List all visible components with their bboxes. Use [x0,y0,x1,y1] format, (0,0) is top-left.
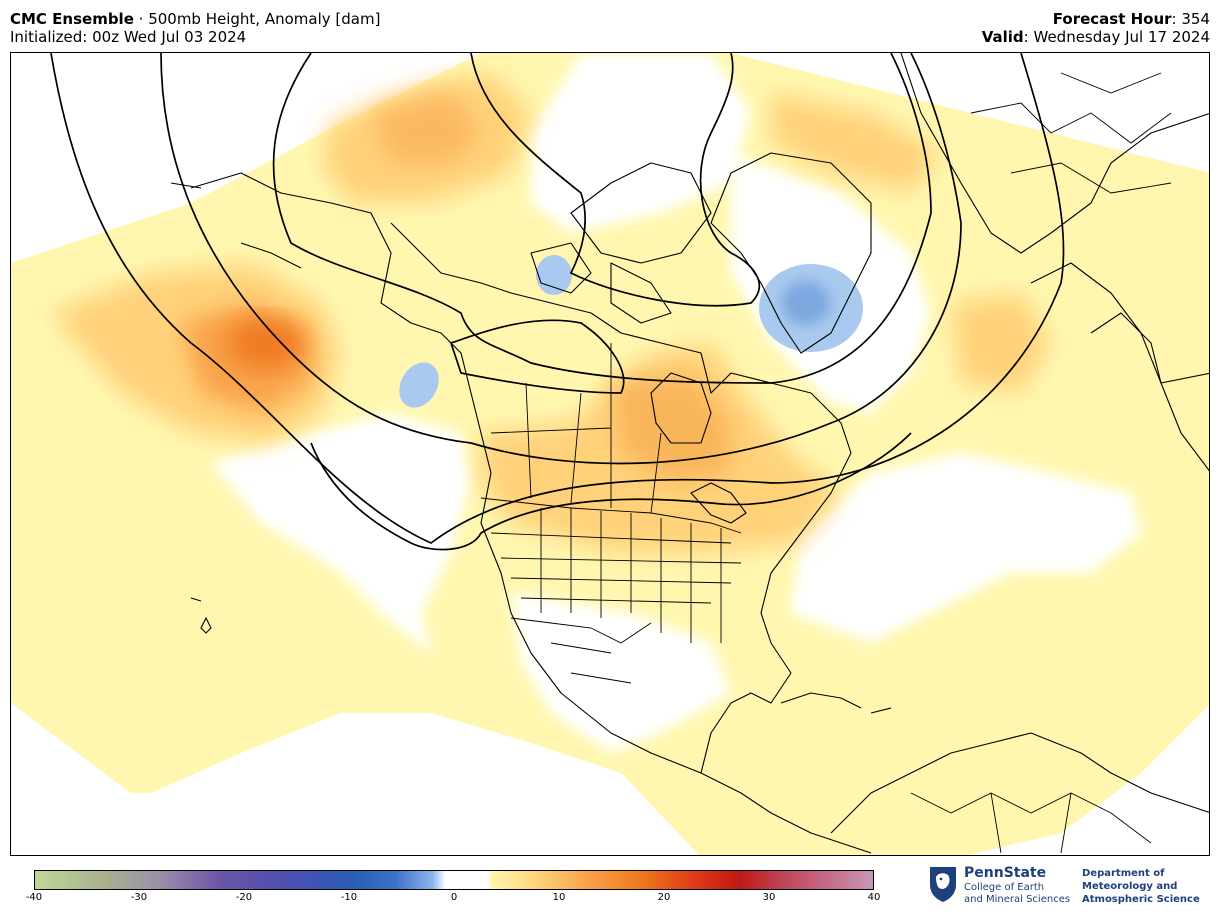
forecast-hour-label: Forecast Hour [1052,10,1172,28]
africa-coastline [1090,312,1162,384]
political-boundaries [480,72,1172,854]
neutral-area-atlantic [791,453,1141,643]
colorbar-tick-label: 10 [552,892,566,903]
us-mexico-border [510,617,652,644]
dept-line3: Atmospheric Science [1082,894,1200,905]
great-lakes [690,482,747,524]
neutral-area-pacific [211,413,471,653]
anomaly-map [10,52,1210,856]
canada-province-lines [490,343,662,514]
positive-anomaly-max-pacific [228,317,304,369]
contour-second [160,53,962,465]
positive-anomaly-strong-alaska [371,93,481,163]
colorbar-tick-label: -20 [235,892,253,903]
colorbar-ticks: -40 -30 -20 -10 0 10 20 30 40 [26,892,881,908]
header-left: CMC Ensemble · 500mb Height, Anomaly [da… [10,10,380,46]
south-america-borders [910,792,1152,854]
colorbar-gradient [34,870,874,890]
europe-borders [970,72,1172,194]
colorbar-tick-label: 20 [657,892,671,903]
psu-shield-icon [930,867,956,902]
colorbar-tick-label: -10 [340,892,358,903]
colorbar-tick-label: 0 [450,892,458,903]
valid-value: : Wednesday Jul 17 2024 [1023,28,1210,46]
title-separator: · [133,10,149,28]
arctic-islands [530,162,712,324]
dept-line1: Department of [1082,868,1165,879]
forecast-hour-value: : 354 [1171,10,1210,28]
model-name: CMC Ensemble [10,10,134,28]
south-america-coastline [830,732,1209,834]
product-name: 500mb Height, Anomaly [dam] [148,10,381,28]
contour-third [272,53,932,384]
colorbar-tick-label: -30 [130,892,148,903]
anomaly-shading [11,53,1209,855]
initialized-time: Initialized: 00z Wed Jul 03 2024 [10,28,247,46]
positive-anomaly-strong-canada [611,373,731,483]
hawaii [190,597,212,634]
psu-college-line2: and Mineral Sciences [964,894,1071,905]
mexico-state-lines [550,642,632,684]
contour-outer [50,53,1065,544]
contour-inner-loop [449,319,625,394]
negative-anomaly-greenland-core [782,281,830,325]
coastlines [170,53,1209,854]
valid-time: Valid: Wednesday Jul 17 2024 [982,28,1210,46]
map-svg [11,53,1209,855]
psu-logo-block: PennState College of Earth and Mineral S… [928,865,1210,913]
north-america-coastline [190,172,872,854]
aleutians [170,182,302,269]
positive-anomaly-mid-europe [771,93,941,193]
header-right: Forecast Hour: 354 Valid: Wednesday Jul … [982,10,1210,46]
negative-anomaly-baffin [536,255,572,295]
us-state-lines [490,508,742,643]
negative-anomaly-pacific [399,362,439,408]
colorbar-tick-label: -40 [25,892,43,903]
valid-label: Valid [981,28,1024,46]
colorbar [34,870,874,890]
colorbar-svg [34,870,874,890]
height-contours [50,53,1065,551]
colorbar-tick-label: 40 [867,892,881,903]
caribbean-islands [780,692,892,714]
psu-college-line1: College of Earth [964,882,1045,893]
greenland-coastline [710,152,872,354]
colorbar-tick-label: 30 [762,892,776,903]
forecast-hour: Forecast Hour: 354 [982,10,1210,28]
title-line: CMC Ensemble · 500mb Height, Anomaly [da… [10,10,380,28]
dept-line2: Meteorology and [1082,881,1178,892]
contour-inner [470,53,760,307]
psu-name: PennState [964,865,1047,881]
positive-anomaly-mid-west-atlantic [951,293,1051,393]
neutral-area-arctic [531,53,751,233]
neutral-area-south [511,593,731,753]
contour-southern [310,432,912,551]
hudson-bay [650,372,712,444]
